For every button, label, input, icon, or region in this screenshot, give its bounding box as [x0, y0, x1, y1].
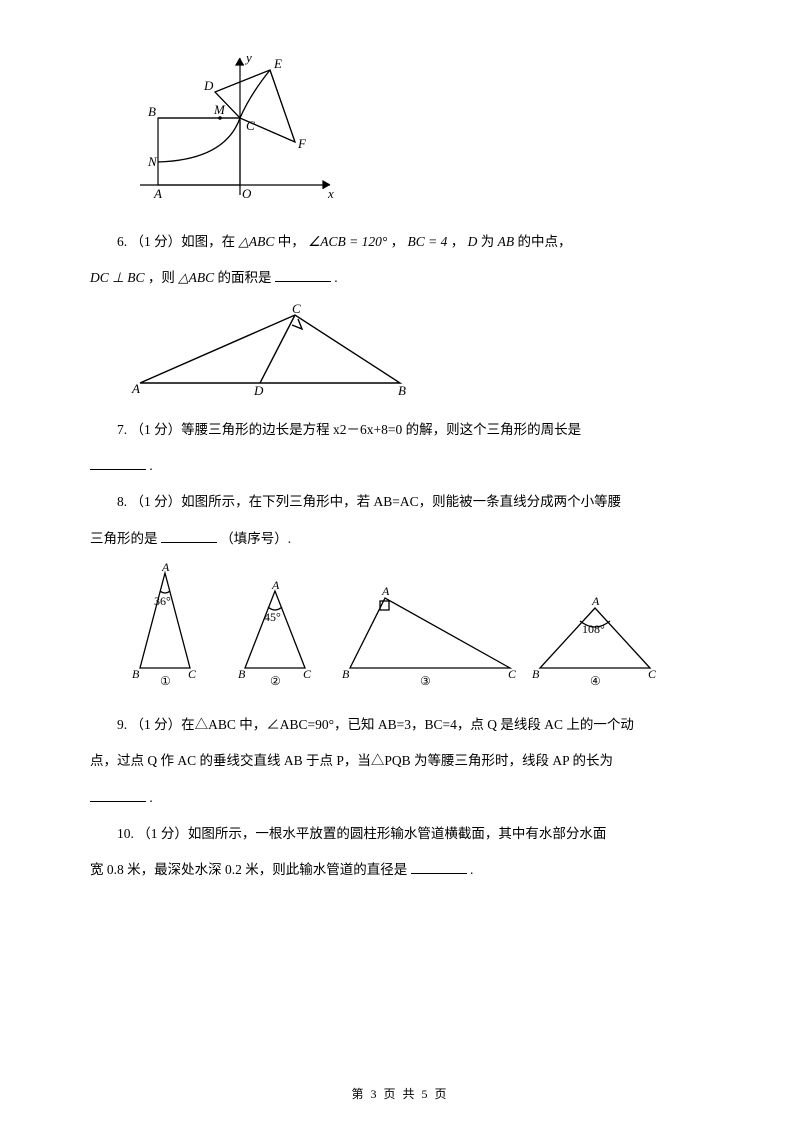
page-footer: 第 3 页 共 5 页 — [0, 1085, 800, 1102]
f8-3-B: B — [342, 667, 350, 681]
label-y: y — [244, 50, 252, 65]
q6-l2b: ，则 — [148, 270, 178, 285]
label-B: B — [148, 104, 156, 119]
q9-l3: . — [149, 790, 152, 805]
q8-l2a: 三角形的是 — [90, 531, 158, 546]
q6-m4: 为 — [481, 234, 498, 249]
label-F: F — [297, 136, 307, 151]
label-D: D — [203, 78, 214, 93]
question-6: 6. （1 分）如图，在 △ABC 中， ∠ACB = 120° ， BC = … — [90, 228, 710, 256]
q6-l2c: △ABC — [178, 270, 214, 285]
f8-4-C: C — [648, 667, 657, 681]
question-7-line2: . — [90, 452, 710, 480]
q9-blank — [90, 788, 146, 802]
q9-l2: 点，过点 Q 作 AC 的垂线交直线 AB 于点 P，当△PQB 为等腰三角形时… — [90, 753, 613, 768]
f8-2-A: A — [271, 578, 280, 592]
q9-l1: 9. （1 分）在△ABC 中，∠ABC=90°，已知 AB=3，BC=4，点 … — [117, 717, 634, 732]
f6-C: C — [292, 303, 301, 316]
question-6-line2: DC ⊥ BC ，则 △ABC 的面积是 . — [90, 264, 710, 292]
q6-l2e: . — [334, 270, 337, 285]
question-8: 8. （1 分）如图所示，在下列三角形中，若 AB=AC，则能被一条直线分成两个… — [90, 488, 710, 516]
f8-4-B: B — [532, 667, 540, 681]
q7-b: . — [149, 458, 152, 473]
f8-3-C: C — [508, 667, 517, 681]
f8-3-A: A — [381, 584, 390, 598]
footer-text: 第 3 页 共 5 页 — [351, 1087, 448, 1101]
f8-4-A: A — [591, 594, 600, 608]
f8-n3: ③ — [420, 674, 431, 688]
f8-1-A: A — [161, 563, 170, 574]
f8-1-C: C — [188, 667, 197, 681]
label-C: C — [246, 118, 255, 133]
q7-a: 7. （1 分）等腰三角形的边长是方程 x2－6x+8=0 的解，则这个三角形的… — [117, 422, 581, 437]
question-10: 10. （1 分）如图所示，一根水平放置的圆柱形输水管道横截面，其中有水部分水面 — [90, 820, 710, 848]
label-M: M — [213, 102, 226, 117]
f8-ang2: 45° — [264, 610, 281, 624]
q6-prefix: 6. （1 分）如图，在 — [117, 234, 239, 249]
f8-2-B: B — [238, 667, 246, 681]
q6-tri: △ABC — [239, 234, 275, 249]
question-9-line3: . — [90, 784, 710, 812]
q8-l2b: （填序号）. — [220, 531, 291, 546]
label-A: A — [153, 186, 162, 201]
q6-m5: 的中点， — [518, 234, 572, 249]
f6-A: A — [131, 381, 140, 396]
q6-bc: BC = 4 — [408, 234, 448, 249]
question-7: 7. （1 分）等腰三角形的边长是方程 x2－6x+8=0 的解，则这个三角形的… — [90, 416, 710, 444]
question-9-line2: 点，过点 Q 作 AC 的垂线交直线 AB 于点 P，当△PQB 为等腰三角形时… — [90, 747, 710, 775]
f6-B: B — [398, 383, 406, 398]
q6-AB: AB — [498, 234, 515, 249]
q6-D: D — [468, 234, 478, 249]
q6-l2a: DC ⊥ BC — [90, 270, 145, 285]
q6-m1: 中， — [278, 234, 308, 249]
f6-D: D — [253, 383, 264, 398]
q10-l2b: . — [470, 862, 473, 877]
q6-l2d: 的面积是 — [218, 270, 272, 285]
q6-blank — [275, 268, 331, 282]
q6-m3: ， — [451, 234, 468, 249]
f8-ang4: 108° — [582, 622, 605, 636]
question-8-line2: 三角形的是 （填序号）. — [90, 525, 710, 553]
label-N: N — [147, 154, 158, 169]
f8-1-B: B — [132, 667, 140, 681]
figure-5: y E D B M C N F A O x — [130, 50, 710, 210]
label-E: E — [273, 56, 282, 71]
label-O: O — [242, 186, 252, 201]
q10-l2a: 宽 0.8 米，最深处水深 0.2 米，则此输水管道的直径是 — [90, 862, 407, 877]
q8-blank — [161, 529, 217, 543]
q10-l1: 10. （1 分）如图所示，一根水平放置的圆柱形输水管道横截面，其中有水部分水面 — [117, 826, 606, 841]
label-x: x — [327, 186, 334, 201]
q10-blank — [411, 860, 467, 874]
question-9: 9. （1 分）在△ABC 中，∠ABC=90°，已知 AB=3，BC=4，点 … — [90, 711, 710, 739]
f8-n2: ② — [270, 674, 281, 688]
figure-8: A B C 36° ① A B C 45° ② A B C ③ A B C 10… — [110, 563, 710, 693]
q6-ang: ∠ACB = 120° — [308, 234, 387, 249]
question-10-line2: 宽 0.8 米，最深处水深 0.2 米，则此输水管道的直径是 . — [90, 856, 710, 884]
f8-n4: ④ — [590, 674, 601, 688]
q6-m2: ， — [391, 234, 408, 249]
f8-2-C: C — [303, 667, 312, 681]
f8-ang1: 36° — [154, 594, 171, 608]
q8-l1: 8. （1 分）如图所示，在下列三角形中，若 AB=AC，则能被一条直线分成两个… — [117, 494, 621, 509]
f8-n1: ① — [160, 674, 171, 688]
q7-blank — [90, 456, 146, 470]
figure-6: A C D B — [130, 303, 710, 398]
